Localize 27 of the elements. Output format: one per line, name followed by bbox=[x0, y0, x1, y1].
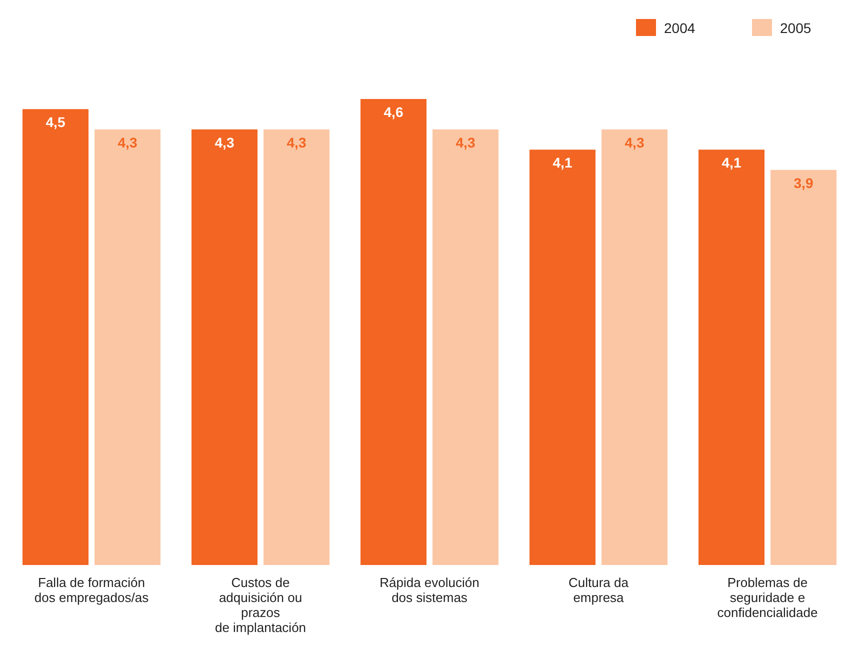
data-label: 4,3 bbox=[286, 134, 306, 150]
data-label: 4,3 bbox=[214, 134, 234, 150]
legend-label: 2005 bbox=[780, 20, 812, 36]
data-label: 4,5 bbox=[46, 114, 66, 130]
bar bbox=[22, 109, 88, 565]
data-label: 4,3 bbox=[624, 134, 644, 150]
x-tick-label: Falla de formación dos empregados/as bbox=[34, 575, 150, 605]
x-tick-label: Problemas de seguridade e confidencialidade bbox=[717, 575, 818, 620]
bar bbox=[698, 150, 764, 565]
x-tick-label: Custos de adquisición ou prazos de implantación bbox=[214, 575, 306, 635]
bar bbox=[770, 170, 836, 565]
bar bbox=[94, 129, 160, 565]
legend-label: 2004 bbox=[664, 20, 696, 36]
bar bbox=[530, 150, 596, 565]
bar bbox=[264, 129, 330, 565]
data-label: 3,9 bbox=[794, 174, 814, 191]
data-label: 4,6 bbox=[384, 104, 404, 120]
bar bbox=[360, 99, 426, 565]
x-tick-label: Rápida evolución dos sistemas bbox=[380, 575, 480, 605]
x-tick-label: Cultura da empresa bbox=[568, 575, 630, 605]
data-label: 4,3 bbox=[456, 134, 476, 150]
data-label: 4,1 bbox=[722, 154, 742, 171]
bar bbox=[602, 129, 668, 565]
data-label: 4,3 bbox=[118, 134, 138, 150]
bar bbox=[192, 129, 258, 565]
bar bbox=[432, 129, 498, 565]
data-label: 4,1 bbox=[552, 154, 572, 171]
